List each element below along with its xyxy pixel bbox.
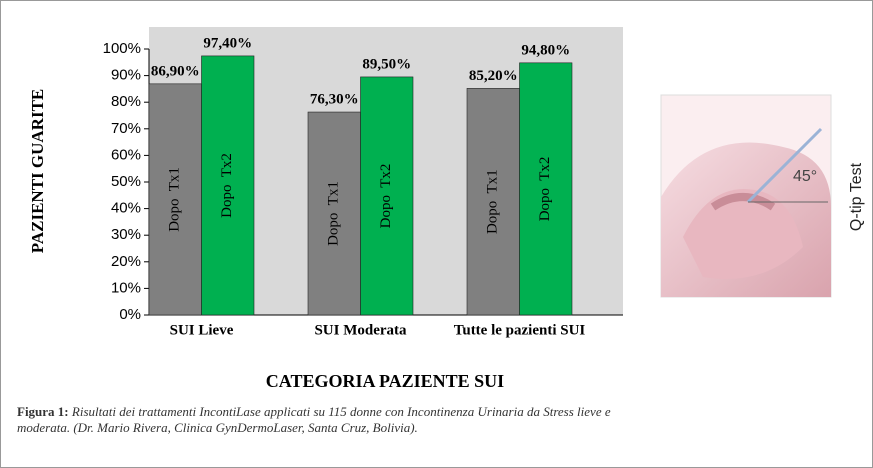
value-label: 86,90% <box>151 63 200 79</box>
y-tick-label: 10% <box>111 279 141 296</box>
value-label: 97,40% <box>203 35 252 51</box>
y-tick-label: 90% <box>111 67 141 84</box>
y-tick-label: 80% <box>111 93 141 110</box>
series-label: Dopo Tx1 <box>485 169 501 234</box>
value-label: 94,80% <box>521 42 570 58</box>
image-label: Q-tip Test <box>848 162 865 231</box>
y-tick-label: 60% <box>111 146 141 163</box>
y-axis-title: PAZIENTI GUARITE <box>28 89 47 254</box>
series-label: Dopo Tx2 <box>537 157 553 222</box>
y-tick-label: 50% <box>111 173 141 190</box>
value-label: 85,20% <box>469 68 518 84</box>
x-tick-label: SUI Moderata <box>314 322 407 338</box>
caption-label: Figura 1: <box>17 404 69 419</box>
figure-frame: PAZIENTI GUARITE CATEGORIA PAZIENTE SUI … <box>0 0 873 468</box>
y-tick-label: 20% <box>111 253 141 270</box>
value-label: 76,30% <box>310 91 359 107</box>
chart: PAZIENTI GUARITE CATEGORIA PAZIENTE SUI … <box>1 1 641 401</box>
series-label: Dopo Tx2 <box>219 153 235 218</box>
x-tick-label: Tutte le pazienti SUI <box>454 322 586 338</box>
x-axis-title: CATEGORIA PAZIENTE SUI <box>266 371 504 391</box>
series-label: Dopo Tx1 <box>326 181 342 246</box>
series-label: Dopo Tx1 <box>167 167 183 232</box>
angle-label: 45° <box>793 168 817 185</box>
series-label: Dopo Tx2 <box>378 164 394 229</box>
value-label: 89,50% <box>362 56 411 72</box>
caption: Figura 1: Risultati dei trattamenti Inco… <box>17 404 617 436</box>
y-tick-label: 30% <box>111 226 141 243</box>
y-tick-label: 100% <box>103 40 141 57</box>
y-tick-label: 40% <box>111 200 141 217</box>
y-tick-label: 70% <box>111 120 141 137</box>
x-tick-label: SUI Lieve <box>170 322 234 338</box>
caption-text: Risultati dei trattamenti IncontiLase ap… <box>17 404 611 435</box>
y-tick-label: 0% <box>119 306 141 323</box>
illustration: 45° Q-tip Test <box>643 87 873 337</box>
